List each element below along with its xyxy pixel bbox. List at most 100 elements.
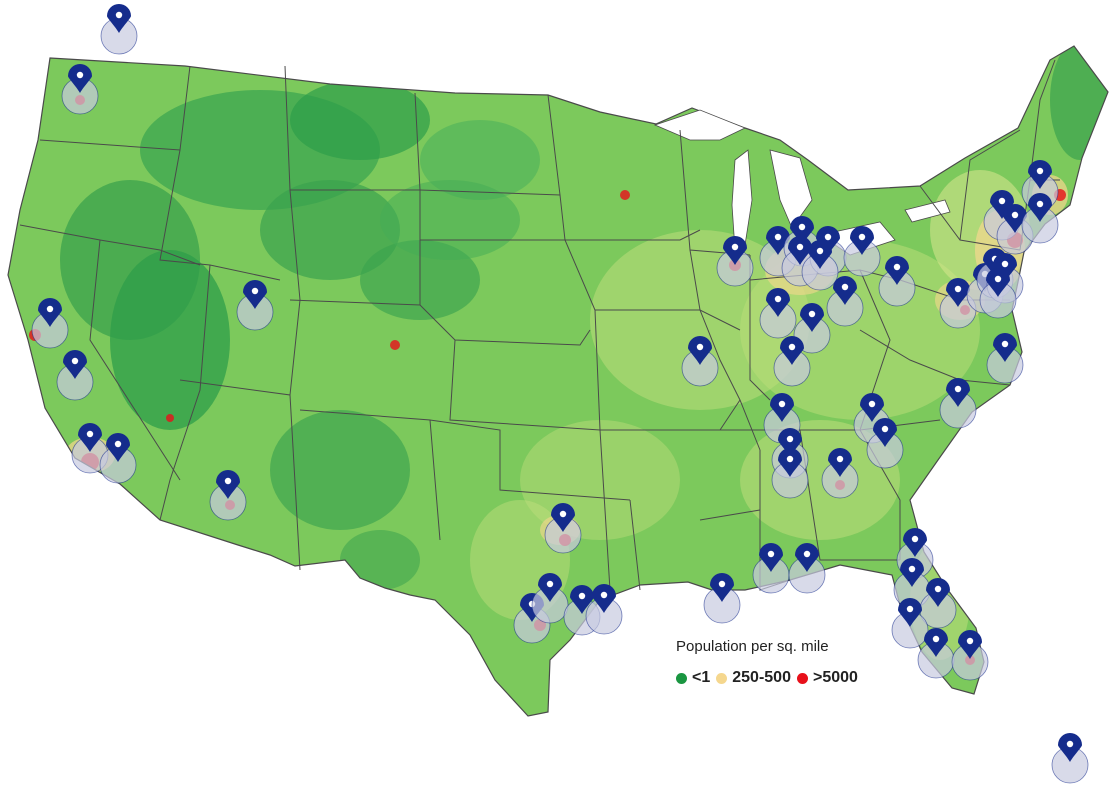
pin-dot <box>796 243 804 251</box>
pin-dot <box>932 635 940 643</box>
map-pin-icon[interactable] <box>1051 733 1089 784</box>
pin-shape <box>243 280 267 309</box>
map-pin-icon[interactable] <box>681 336 719 387</box>
map-pin-icon[interactable] <box>951 630 989 681</box>
map-pin-icon[interactable] <box>236 280 274 331</box>
map-pin-icon[interactable] <box>100 4 138 55</box>
pin-dot <box>718 580 726 588</box>
pin-shape <box>1003 204 1027 233</box>
legend-item-medium: 250-500 <box>716 669 791 687</box>
pin-shape <box>1028 193 1052 222</box>
map-pin-icon[interactable] <box>1021 193 1059 244</box>
map-pin-icon[interactable] <box>939 278 977 329</box>
legend-swatch-medium <box>716 672 728 684</box>
map-pin-icon[interactable] <box>544 503 582 554</box>
map-pin-icon[interactable] <box>843 226 881 277</box>
location-markers <box>31 4 1089 784</box>
map-pin-icon[interactable] <box>826 276 864 327</box>
pin-shape <box>778 428 802 457</box>
map-pin-icon[interactable] <box>56 350 94 401</box>
map-pin-icon[interactable] <box>979 268 1017 319</box>
pin-shape <box>885 256 909 285</box>
map-pin-icon[interactable] <box>893 558 931 609</box>
map-pin-icon[interactable] <box>209 470 247 521</box>
legend-item-high: >5000 <box>796 669 858 687</box>
pin-shape <box>926 578 950 607</box>
pin-dot <box>803 550 811 558</box>
map-pin-icon[interactable] <box>939 378 977 429</box>
pin-dot <box>1011 211 1019 219</box>
map-pin-icon[interactable] <box>917 628 955 679</box>
pin-shape <box>903 528 927 557</box>
legend-label-high: >5000 <box>812 669 858 686</box>
pin-shape <box>780 336 804 365</box>
pin-dot <box>767 550 775 558</box>
map-pin-icon[interactable] <box>531 573 569 624</box>
map-pin-icon[interactable] <box>773 336 811 387</box>
pin-shape <box>828 448 852 477</box>
pin-shape <box>63 350 87 379</box>
legend-label-low: <1 <box>692 669 711 686</box>
pin-shape <box>1058 733 1082 762</box>
map-pin-icon[interactable] <box>878 256 916 307</box>
pin-shape <box>216 470 240 499</box>
map-legend: Population per sq. mile <1 250-500 >5000 <box>676 638 864 687</box>
map-pin-icon[interactable] <box>801 240 839 291</box>
pin-shape <box>766 226 790 255</box>
pin-shape <box>68 64 92 93</box>
map-pin-icon[interactable] <box>99 433 137 484</box>
pin-shape <box>788 236 812 265</box>
pin-shape <box>958 630 982 659</box>
pin-dot <box>798 223 806 231</box>
pin-dot <box>86 430 94 438</box>
pin-dot <box>696 343 704 351</box>
pin-dot <box>1001 260 1009 268</box>
map-pin-icon[interactable] <box>752 543 790 594</box>
pin-dot <box>911 535 919 543</box>
pin-dot <box>788 343 796 351</box>
map-pin-icon[interactable] <box>585 584 623 635</box>
pin-shape <box>873 418 897 447</box>
pin-shape <box>770 393 794 422</box>
pin-dot <box>224 477 232 485</box>
pin-dot <box>774 295 782 303</box>
pin-dot <box>868 400 876 408</box>
map-pin-icon[interactable] <box>61 64 99 115</box>
pin-shape <box>551 503 575 532</box>
map-pin-icon[interactable] <box>891 598 929 649</box>
pin-shape <box>946 378 970 407</box>
pin-dot <box>731 243 739 251</box>
map-pin-icon[interactable] <box>31 298 69 349</box>
map-pin-icon[interactable] <box>866 418 904 469</box>
pin-dot <box>836 455 844 463</box>
pin-dot <box>816 247 824 255</box>
map-pin-icon[interactable] <box>71 423 109 474</box>
pin-dot <box>559 510 567 518</box>
legend-title: Population per sq. mile <box>676 638 829 655</box>
map-pin-icon[interactable] <box>788 543 826 594</box>
pin-dot <box>251 287 259 295</box>
map-pin-icon[interactable] <box>703 573 741 624</box>
map-pin-icon[interactable] <box>821 448 859 499</box>
pin-dot <box>1036 200 1044 208</box>
pin-dot <box>954 385 962 393</box>
map-pin-icon[interactable] <box>986 333 1024 384</box>
pin-shape <box>570 585 594 614</box>
pin-shape <box>790 216 814 245</box>
pin-shape <box>759 543 783 572</box>
pin-dot <box>1001 340 1009 348</box>
pin-shape <box>993 253 1017 282</box>
pin-dot <box>115 11 123 19</box>
pin-shape <box>990 190 1014 219</box>
pin-dot <box>841 283 849 291</box>
pin-dot <box>600 591 608 599</box>
pin-dot <box>778 400 786 408</box>
map-pin-icon[interactable] <box>759 288 797 339</box>
legend-items: <1 250-500 >5000 <box>676 669 864 687</box>
map-pin-icon[interactable] <box>919 578 957 629</box>
legend-item-low: <1 <box>676 669 710 687</box>
map-pin-icon[interactable] <box>771 448 809 499</box>
map-pin-icon[interactable] <box>716 236 754 287</box>
pin-dot <box>114 440 122 448</box>
